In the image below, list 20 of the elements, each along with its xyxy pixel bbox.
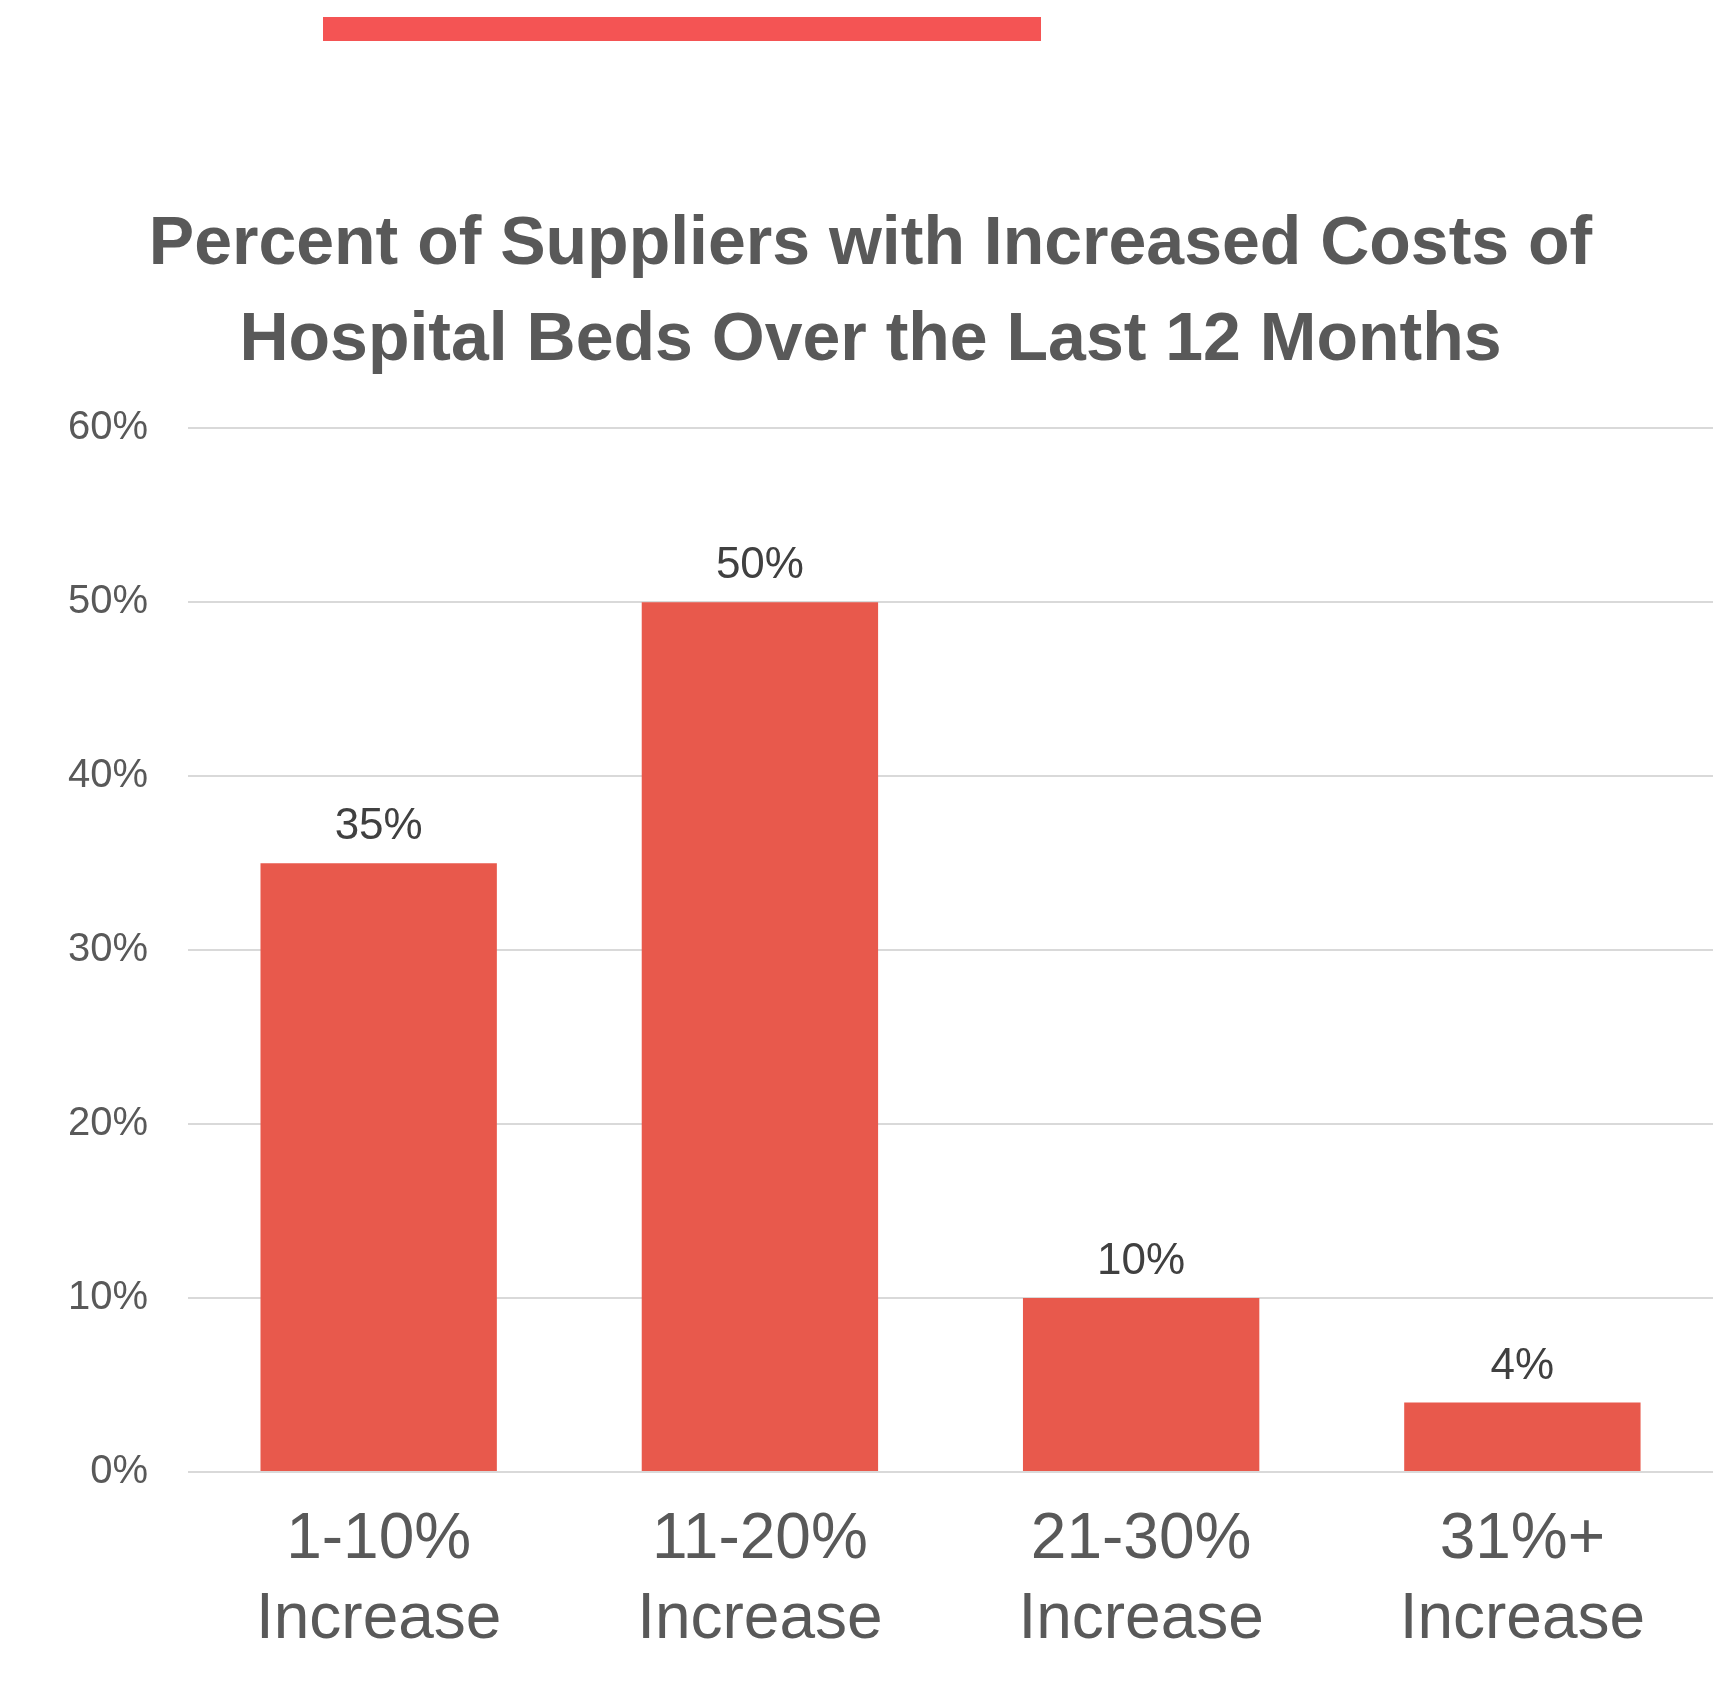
chart-title: Percent of Suppliers with Increased Costs of Hospital Beds Over the Last 12 Months [148,202,1593,374]
data-label: 10% [1097,1234,1186,1284]
x-tick-label: 1-10% Increase [255,1499,502,1652]
y-tick-label: 20% [68,1099,149,1144]
x-tick-label: 31%+ Increase [1399,1499,1646,1652]
y-tick-label: 60% [68,403,149,448]
data-label: 35% [334,799,423,849]
y-tick-label: 10% [68,1273,149,1318]
bar [641,602,879,1471]
data-label: 50% [715,538,804,588]
bar [1022,1298,1260,1471]
bar [1404,1402,1641,1471]
x-tick-label: 21-30% Increase [1018,1499,1264,1652]
x-tick-label: 11-20% Increase [637,1499,883,1652]
y-tick-label: 0% [90,1447,149,1492]
bar [260,863,497,1471]
y-tick-label: 30% [68,925,149,970]
data-label: 4% [1490,1338,1555,1388]
y-tick-label: 50% [68,577,149,622]
y-tick-label: 40% [68,751,149,796]
